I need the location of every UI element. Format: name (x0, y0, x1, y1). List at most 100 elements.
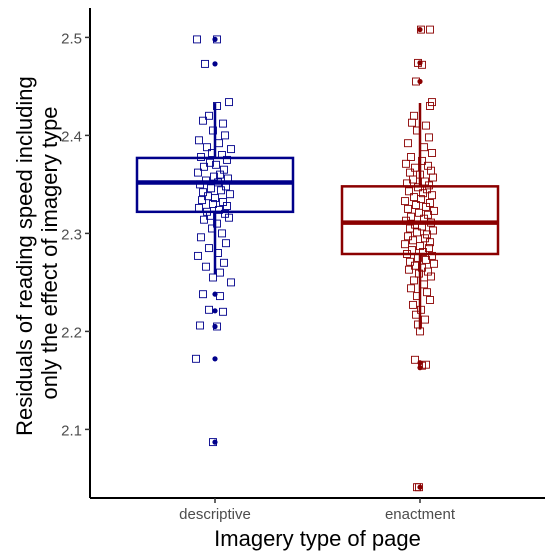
descriptive-data-point (213, 102, 221, 110)
descriptive-data-point (196, 321, 204, 330)
descriptive-data-point (227, 145, 235, 154)
enactment-data-point (426, 296, 434, 304)
descriptive-data-point (200, 215, 208, 224)
enactment-data-point (423, 288, 431, 297)
enactment-data-point (422, 121, 430, 130)
descriptive-outlier (212, 291, 218, 297)
enactment-data-point (420, 280, 428, 289)
enactment-data-point (422, 360, 430, 369)
descriptive-data-point (216, 268, 224, 277)
y-axis-title: Residuals of reading speed including onl… (12, 70, 62, 436)
descriptive-data-point (199, 188, 207, 197)
descriptive-data-point (218, 229, 226, 238)
descriptive-data-point (205, 244, 213, 253)
enactment-data-point (404, 232, 412, 241)
descriptive-outlier (212, 323, 218, 330)
enactment-data-point (411, 163, 419, 172)
descriptive-data-point (222, 239, 230, 248)
enactment-data-point (428, 191, 436, 200)
descriptive-data-point (199, 116, 207, 125)
enactment-data-point (405, 265, 413, 274)
descriptive-data-point (210, 172, 218, 181)
descriptive-data-point (193, 35, 201, 44)
enactment-data-point (415, 208, 423, 217)
enactment-data-point (429, 173, 437, 182)
descriptive-data-point (202, 262, 210, 271)
descriptive-outlier (212, 308, 218, 314)
enactment-data-point (428, 149, 436, 157)
descriptive-data-point (192, 354, 200, 363)
enactment-data-point (425, 133, 433, 142)
descriptive-data-point (195, 136, 203, 145)
descriptive-data-point (207, 184, 215, 193)
x-tick-label: enactment (385, 506, 456, 523)
descriptive-data-point (209, 200, 217, 208)
descriptive-data-point (200, 162, 208, 171)
descriptive-data-point (221, 131, 229, 140)
enactment-data-point (419, 189, 427, 198)
enactment-data-point (404, 204, 412, 213)
x-axis-title: Imagery type of page (214, 526, 421, 551)
enactment-outlier (417, 484, 423, 490)
descriptive-data-point (209, 126, 217, 135)
y-axis-title-line-2: only the effect of imagery type (37, 106, 62, 399)
descriptive-data-point (225, 98, 233, 107)
enactment-data-point (426, 102, 434, 110)
descriptive-data-point (219, 119, 227, 128)
enactment-data-point (409, 236, 417, 245)
enactment-data-point (428, 251, 436, 260)
descriptive-data-point (195, 203, 203, 212)
enactment-data-point (422, 202, 430, 211)
descriptive-data-point (220, 165, 228, 174)
descriptive-data-point (215, 139, 223, 148)
descriptive-data-point (223, 202, 231, 210)
descriptive-data-point (206, 158, 214, 167)
descriptive-data-point (205, 305, 213, 314)
descriptive-data-point (194, 251, 202, 260)
x-tick-label: descriptive (179, 506, 251, 523)
descriptive-outlier (212, 61, 218, 67)
enactment-data-point (420, 143, 428, 152)
descriptive-outlier (212, 356, 218, 362)
descriptive-data-point (209, 273, 217, 282)
enactment-data-point (404, 139, 412, 148)
enactment-data-point (416, 242, 424, 251)
y-tick-label: 2.4 (61, 128, 82, 145)
descriptive-data-point (197, 233, 205, 242)
enactment-data-point (408, 118, 416, 127)
enactment-data-point (427, 166, 435, 175)
enactment-outlier (417, 26, 423, 33)
y-axis-title-line-1: Residuals of reading speed including (12, 76, 37, 436)
enactment-data-point (417, 195, 425, 204)
enactment-data-point (422, 255, 430, 264)
enactment-data-point (407, 284, 415, 293)
plot-marks (135, 25, 500, 492)
enactment-data-point (402, 159, 410, 168)
y-tick-label: 2.3 (61, 226, 82, 243)
descriptive-data-point (205, 111, 213, 120)
enactment-data-point (410, 276, 418, 285)
descriptive-data-point (227, 278, 235, 287)
enactment-data-point (405, 187, 413, 196)
enactment-data-point (424, 161, 432, 170)
descriptive-data-point (219, 198, 227, 206)
enactment-data-point (401, 240, 409, 249)
enactment-data-point (424, 267, 432, 276)
enactment-data-point (412, 201, 420, 209)
descriptive-outlier (212, 439, 218, 445)
enactment-data-point (407, 153, 415, 161)
descriptive-data-point (220, 258, 228, 267)
descriptive-data-point (217, 186, 225, 195)
enactment-data-point (426, 238, 434, 247)
enactment-outlier (417, 60, 423, 66)
y-tick-label: 2.5 (61, 30, 82, 47)
enactment-data-point (421, 315, 429, 324)
descriptive-data-point (199, 290, 207, 299)
enactment-data-point (407, 212, 415, 221)
enactment-data-point (409, 300, 417, 309)
enactment-data-point (430, 259, 438, 268)
enactment-data-point (401, 197, 409, 206)
descriptive-data-point (203, 143, 211, 152)
